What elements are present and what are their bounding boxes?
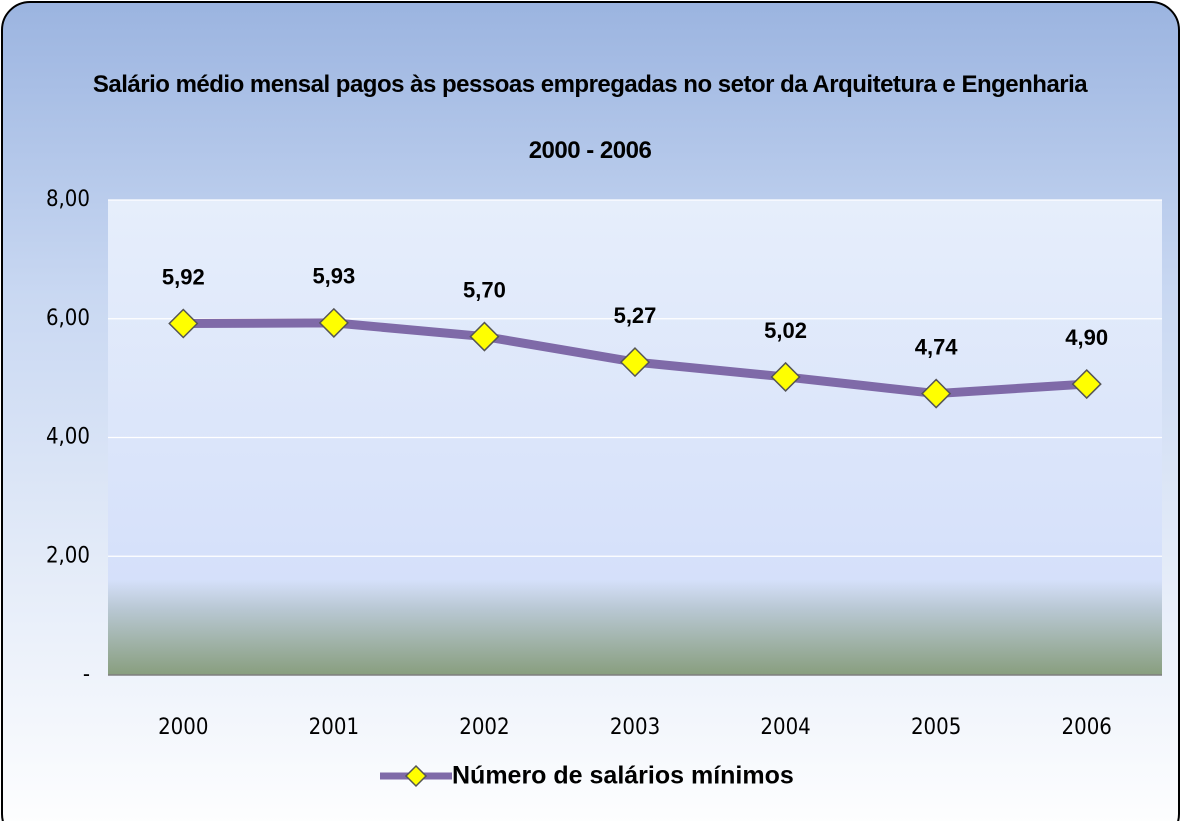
x-tick-label: 2005 — [911, 715, 961, 740]
legend: Número de salários mínimos — [380, 762, 794, 790]
y-tick-label: 4,00 — [46, 425, 90, 450]
x-tick-label: 2004 — [760, 715, 810, 740]
data-label: 5,27 — [614, 303, 657, 328]
y-tick-label: 6,00 — [46, 306, 90, 331]
data-label: 5,02 — [764, 318, 807, 343]
legend-marker — [404, 764, 428, 788]
data-label: 5,70 — [463, 277, 506, 302]
y-tick-label: - — [83, 662, 90, 687]
data-point — [770, 361, 801, 392]
data-point — [921, 378, 952, 409]
data-point — [469, 321, 500, 352]
data-point — [1071, 369, 1102, 400]
x-tick-label: 2006 — [1062, 715, 1112, 740]
legend-label: Número de salários mínimos — [452, 762, 794, 790]
data-label: 5,92 — [162, 264, 205, 289]
chart-title: Salário médio mensal pagos às pessoas em… — [92, 71, 1088, 164]
x-tick-label: 2003 — [610, 715, 660, 740]
y-tick-label: 8,00 — [46, 187, 90, 212]
x-tick-label: 2002 — [459, 715, 509, 740]
x-tick-label: 2001 — [309, 715, 359, 740]
data-point — [168, 308, 199, 339]
data-label: 4,90 — [1065, 325, 1108, 350]
data-label: 5,93 — [312, 264, 355, 289]
y-tick-label: 2,00 — [46, 543, 90, 568]
data-point — [619, 347, 651, 378]
data-label: 4,74 — [915, 334, 959, 359]
data-point — [318, 307, 349, 338]
x-tick-label: 2000 — [158, 715, 208, 740]
